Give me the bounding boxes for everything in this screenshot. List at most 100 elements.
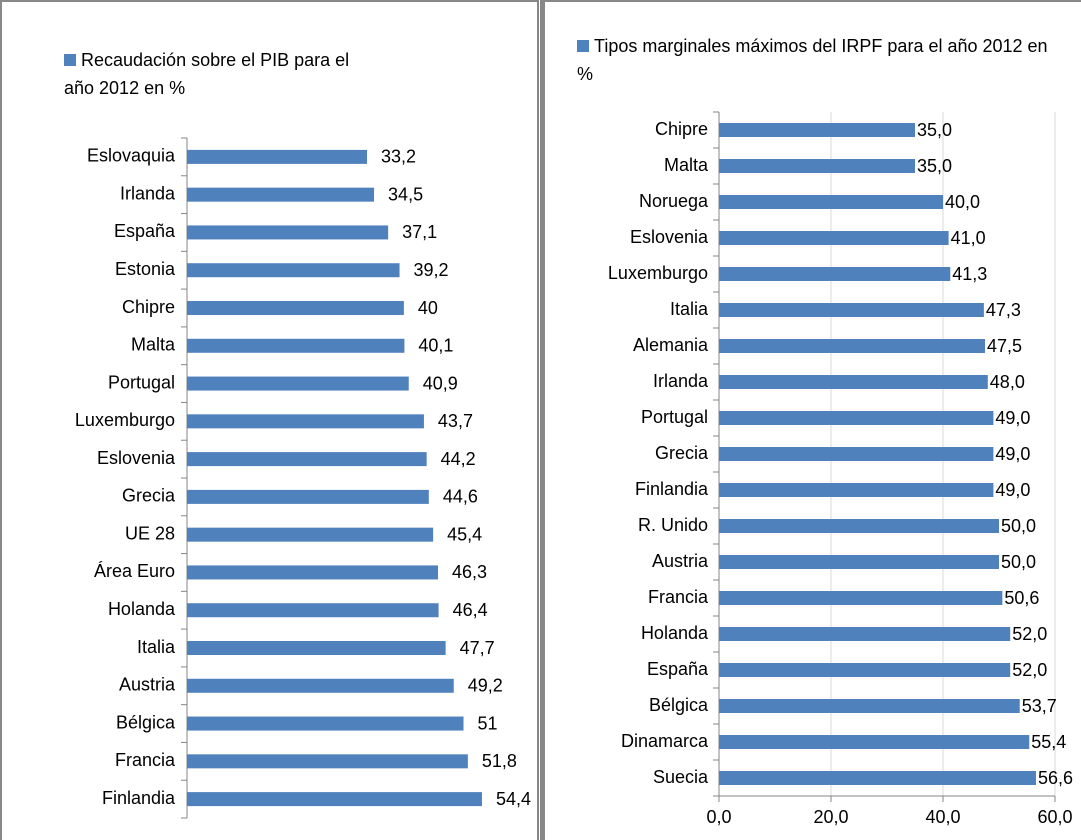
category-label: Francia: [648, 587, 709, 607]
data-label: 34,5: [388, 184, 423, 204]
data-label: 40,0: [945, 192, 980, 212]
bar: [187, 452, 427, 467]
x-tick-label: 0,0: [706, 807, 731, 827]
bar: [719, 339, 985, 353]
category-label: Área Euro: [94, 561, 175, 581]
data-label: 50,0: [1001, 516, 1036, 536]
bar: [719, 267, 951, 281]
bar: [187, 338, 405, 353]
category-label: Chipre: [122, 297, 175, 317]
category-label: España: [114, 221, 176, 241]
data-label: 45,4: [447, 524, 482, 544]
data-label: 52,0: [1012, 624, 1047, 644]
data-label: 54,4: [496, 789, 531, 809]
category-label: Luxemburgo: [75, 410, 175, 430]
bar: [187, 527, 434, 542]
bar: [187, 603, 439, 618]
data-label: 44,2: [441, 449, 476, 469]
data-label: 46,3: [452, 562, 487, 582]
bar: [719, 627, 1011, 641]
category-label: R. Unido: [638, 515, 708, 535]
data-label: 49,0: [995, 408, 1030, 428]
data-label: 46,4: [453, 600, 488, 620]
bar: [719, 519, 999, 533]
data-label: 49,2: [468, 676, 503, 696]
bar: [187, 301, 404, 315]
bar: [719, 303, 984, 317]
category-label: Grecia: [122, 486, 176, 506]
data-label: 49,0: [995, 444, 1030, 464]
legend: Recaudación sobre el PIB para el año 201…: [64, 46, 364, 102]
legend-label: Tipos marginales máximos del IRPF para e…: [577, 36, 1048, 84]
category-label: Bélgica: [649, 695, 709, 715]
data-label: 47,3: [986, 300, 1021, 320]
data-label: 33,2: [381, 147, 416, 167]
bar: [187, 376, 409, 391]
bar: [719, 159, 915, 173]
bar: [719, 231, 949, 245]
category-label: UE 28: [125, 523, 175, 543]
category-label: Suecia: [653, 767, 709, 787]
bar: [719, 195, 943, 209]
data-label: 50,6: [1004, 588, 1039, 608]
category-label: Grecia: [655, 443, 709, 463]
data-label: 35,0: [917, 156, 952, 176]
legend: Tipos marginales máximos del IRPF para e…: [577, 32, 1057, 88]
bar: [719, 447, 994, 461]
category-label: Dinamarca: [621, 731, 709, 751]
data-label: 47,5: [987, 336, 1022, 356]
data-label: 40: [418, 298, 438, 318]
bar: [187, 565, 439, 580]
category-label: Irlanda: [653, 371, 709, 391]
category-label: Francia: [115, 750, 176, 770]
category-label: Holanda: [108, 599, 176, 619]
category-label: Bélgica: [116, 712, 176, 732]
x-tick-label: 60,0: [1037, 807, 1072, 827]
category-label: Noruega: [639, 191, 709, 211]
data-label: 43,7: [438, 411, 473, 431]
data-label: 48,0: [990, 372, 1025, 392]
data-label: 40,1: [418, 336, 453, 356]
bar: [187, 641, 446, 655]
data-label: 50,0: [1001, 552, 1036, 572]
category-label: Italia: [670, 299, 709, 319]
bar: [187, 489, 429, 504]
category-label: Eslovaquia: [87, 146, 176, 166]
x-tick-label: 20,0: [813, 807, 848, 827]
category-label: Malta: [131, 335, 176, 355]
bar: [719, 411, 994, 425]
bar: [187, 149, 368, 164]
bar: [187, 754, 468, 769]
category-label: Eslovenia: [97, 448, 176, 468]
x-tick-label: 40,0: [925, 807, 960, 827]
bar: [719, 699, 1020, 713]
category-label: Austria: [652, 551, 709, 571]
category-label: Alemania: [633, 335, 709, 355]
data-label: 56,6: [1038, 768, 1073, 788]
data-label: 51: [478, 713, 498, 733]
bar: [719, 591, 1003, 605]
data-label: 41,3: [952, 264, 987, 284]
data-label: 47,7: [460, 638, 495, 658]
bar: [719, 555, 999, 569]
data-label: 35,0: [917, 120, 952, 140]
category-label: Finlandia: [635, 479, 709, 499]
data-label: 49,0: [995, 480, 1030, 500]
category-label: Estonia: [115, 259, 176, 279]
data-label: 40,9: [423, 373, 458, 393]
category-label: Irlanda: [120, 183, 176, 203]
bar: [187, 263, 400, 278]
legend-swatch: [64, 54, 76, 66]
category-label: Eslovenia: [630, 227, 709, 247]
bar: [719, 735, 1030, 749]
category-label: Portugal: [108, 372, 175, 392]
bar: [719, 375, 988, 389]
bar: [719, 663, 1011, 677]
bar: [187, 187, 375, 202]
data-label: 37,1: [402, 222, 437, 242]
data-label: 51,8: [482, 751, 517, 771]
legend-swatch: [577, 40, 589, 52]
data-label: 52,0: [1012, 660, 1047, 680]
